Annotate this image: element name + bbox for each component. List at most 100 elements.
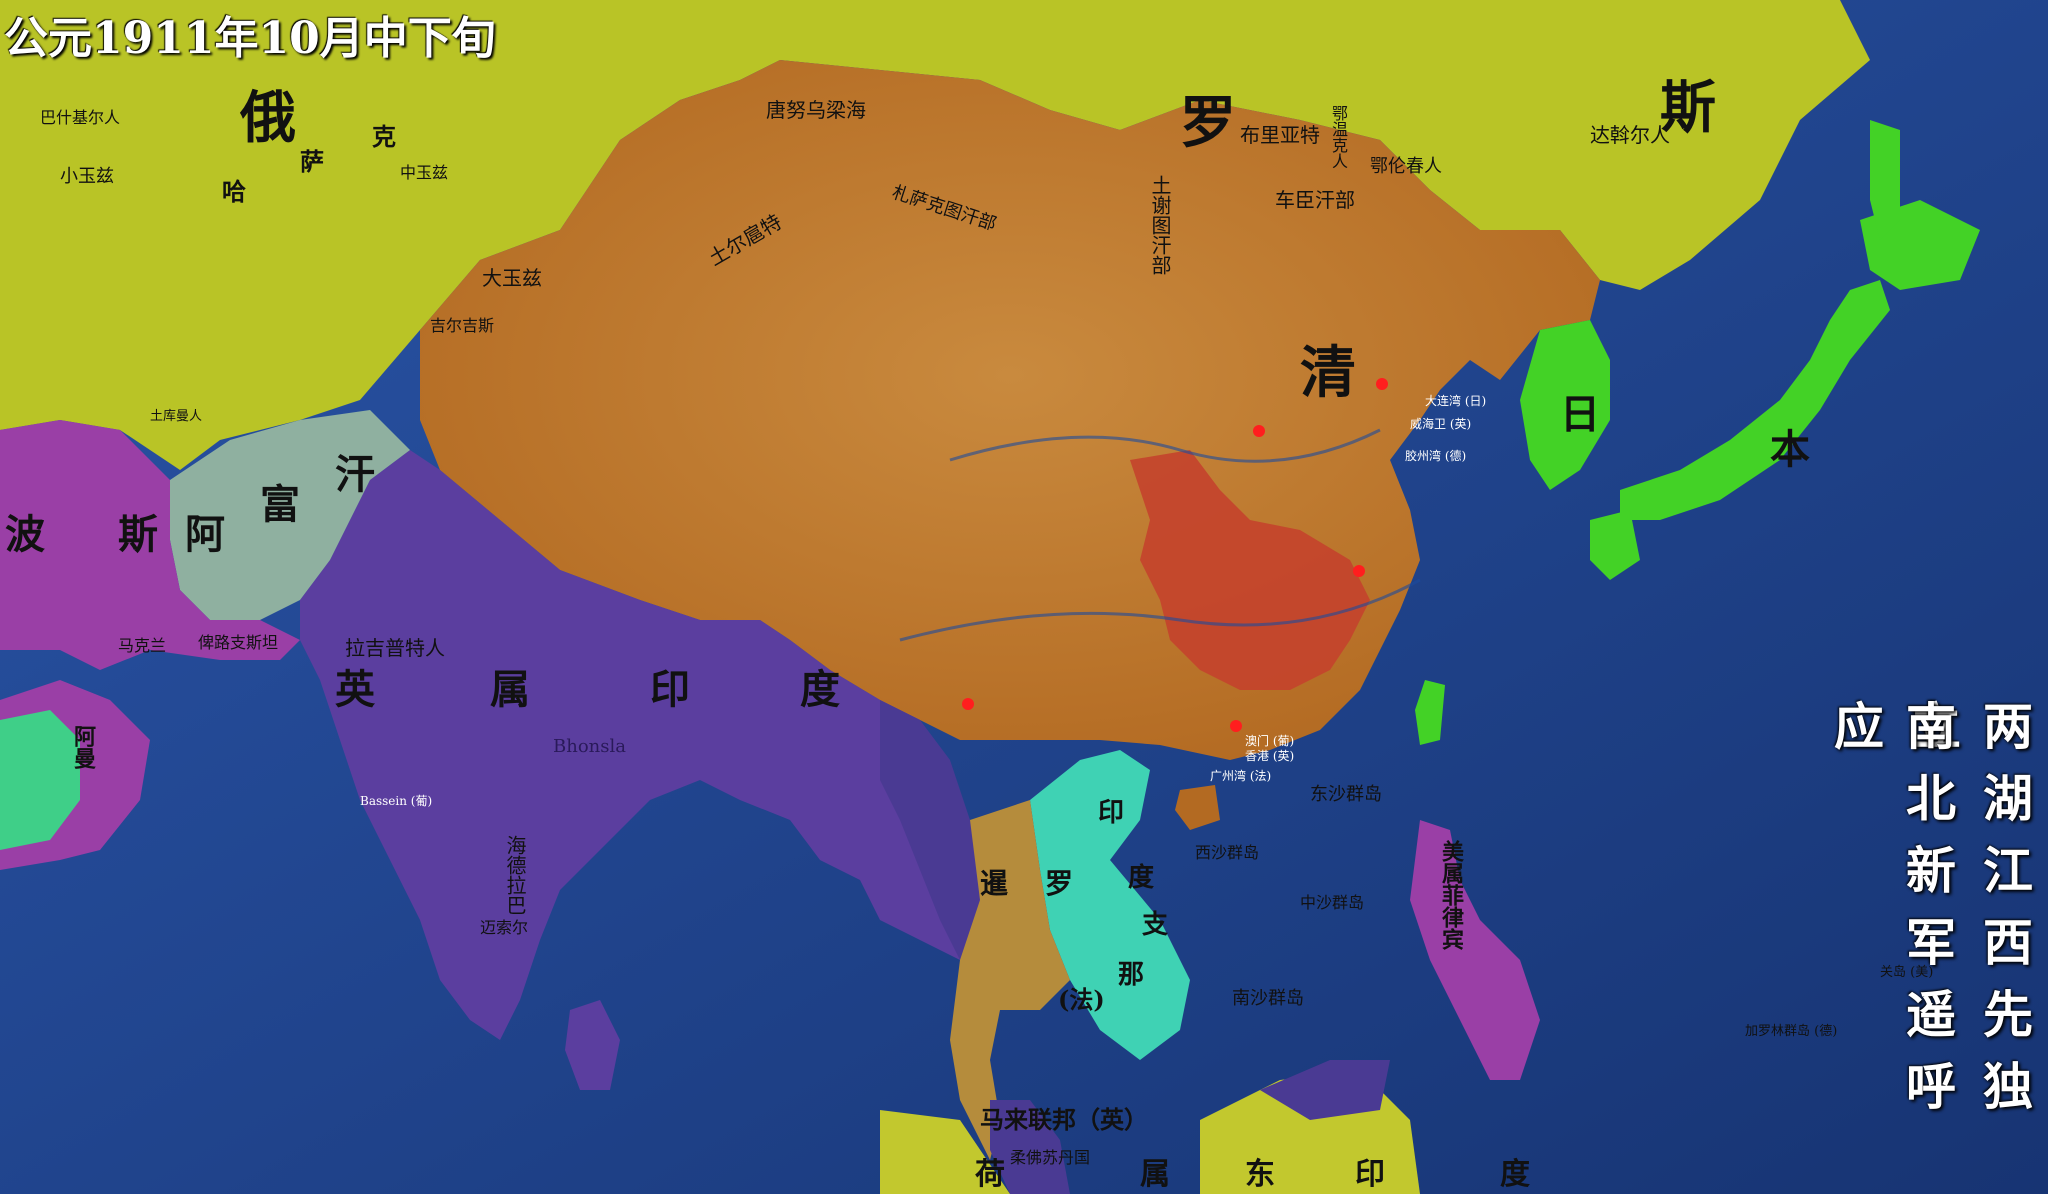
- region-kyushu: [1590, 510, 1640, 580]
- region-siam: [950, 800, 1070, 1160]
- label-japan-2: 本: [1770, 426, 1810, 473]
- label-indochina-5: (法): [1058, 985, 1105, 1014]
- region-ceylon: [565, 1000, 620, 1090]
- revolt-marker: [1376, 378, 1388, 390]
- map-title: 公元1911年10月中下旬: [4, 13, 496, 64]
- label-japan-1: 日: [1560, 391, 1600, 438]
- label-kyrgyz: 吉尔吉斯: [430, 316, 495, 335]
- label-persia-2: 斯: [118, 511, 158, 558]
- label-mysore: 迈索尔: [480, 918, 529, 937]
- label-afghan-2: 富: [260, 481, 300, 528]
- label-dei-2: 属: [1140, 1157, 1170, 1192]
- label-johor: 柔佛苏丹国: [1010, 1148, 1091, 1167]
- region-british-india: [300, 450, 980, 1040]
- label-middle-zhuz: 中玉兹: [400, 163, 449, 182]
- label-daur: 达斡尔人: [1590, 123, 1670, 147]
- label-india-2: 属: [490, 666, 530, 713]
- region-arabia: [0, 710, 80, 850]
- label-little-zhuz: 小玉兹: [60, 166, 114, 187]
- label-phil-4: 律: [1438, 906, 1464, 928]
- label-india-3: 印: [650, 666, 690, 713]
- region-korea: [1520, 320, 1610, 490]
- label-siam-2: 罗: [1045, 867, 1074, 900]
- side-caption: 两湖江西先独立 南北新军遥呼应: [1826, 700, 2048, 1194]
- label-macclesfield: 中沙群岛: [1300, 893, 1365, 912]
- label-dalian: 大连湾 (日): [1425, 394, 1487, 408]
- region-philippines: [1410, 820, 1540, 1080]
- label-phil-2: 属: [1438, 862, 1464, 884]
- label-paracel: 西沙群岛: [1195, 843, 1260, 862]
- region-sabah: [1260, 1060, 1390, 1120]
- region-burma: [880, 700, 990, 960]
- label-pratas: 东沙群岛: [1310, 784, 1382, 805]
- label-russia-3: 斯: [1660, 75, 1716, 141]
- label-phil-3: 菲: [1438, 884, 1464, 906]
- label-macau: 澳门 (葡): [1245, 734, 1295, 748]
- region-afghanistan: [170, 410, 410, 620]
- region-russia: [0, 0, 1870, 470]
- label-hongkong: 香港 (英): [1245, 749, 1295, 763]
- region-persia: [0, 420, 300, 670]
- label-makran: 马克兰: [118, 636, 167, 655]
- label-caroline: 加罗林群岛 (德): [1745, 1024, 1838, 1039]
- label-indochina-1: 印: [1098, 798, 1125, 828]
- label-kazakh-3: 克: [372, 122, 396, 151]
- region-revolt: [1130, 450, 1370, 690]
- label-dei-3: 东: [1245, 1157, 1275, 1192]
- label-guam: 关岛 (美): [1880, 965, 1934, 980]
- yangtze-river: [899, 578, 1421, 642]
- label-bashkir: 巴什基尔人: [40, 108, 121, 127]
- label-persia-1: 波: [5, 511, 45, 558]
- label-russia-1: 俄: [240, 85, 296, 151]
- region-japan: [1620, 280, 1890, 520]
- label-phil-1: 美: [1438, 840, 1464, 862]
- label-oroqen: 鄂伦春人: [1370, 156, 1442, 177]
- label-afghan-1: 阿: [185, 511, 225, 558]
- label-weihaiwei: 威海卫 (英): [1410, 417, 1472, 431]
- label-jiaozhou: 胶州湾 (德): [1405, 449, 1467, 463]
- label-philippines: 美属菲律宾: [1438, 840, 1464, 950]
- region-taiwan: [1415, 680, 1445, 745]
- region-indochina: [1030, 750, 1190, 1060]
- label-phil-5: 宾: [1438, 928, 1464, 950]
- label-bhonsla: Bhonsla: [553, 736, 626, 757]
- label-siam-1: 暹: [980, 867, 1009, 900]
- side-caption-line-1: 两湖江西先独立: [1903, 700, 2033, 1132]
- label-great-zhuz: 大玉兹: [482, 266, 542, 290]
- label-bassein: Bassein (葡): [360, 794, 433, 808]
- label-kazakh-1: 哈: [222, 177, 246, 206]
- label-rajput: 拉吉普特人: [345, 636, 445, 660]
- label-dei-5: 度: [1500, 1157, 1530, 1192]
- label-kazakh-2: 萨: [300, 147, 324, 176]
- label-indochina-2: 度: [1128, 863, 1155, 893]
- region-malaya: [990, 1100, 1070, 1194]
- label-evenki: 鄂温克人: [1329, 105, 1348, 169]
- side-caption-line-2: 南北新军遥呼应: [1826, 700, 1956, 1132]
- revolt-marker: [1353, 565, 1365, 577]
- label-baluchistan: 俾路支斯坦: [198, 633, 279, 652]
- label-tannu-uriankhai: 唐努乌梁海: [766, 98, 866, 122]
- label-guangzhouwan: 广州湾 (法): [1210, 769, 1272, 783]
- region-dutch-east-indies: [880, 1110, 1010, 1194]
- label-setsen-khan: 车臣汗部: [1275, 188, 1355, 212]
- label-turkmen: 土库曼人: [150, 409, 203, 424]
- label-afghan-3: 汗: [335, 451, 375, 498]
- region-hainan: [1175, 785, 1220, 830]
- revolt-marker: [1253, 425, 1265, 437]
- label-qing: 清: [1300, 340, 1356, 406]
- label-dei-4: 印: [1355, 1157, 1385, 1192]
- label-spratly: 南沙群岛: [1232, 988, 1304, 1009]
- label-tushetu-khan: 土谢图汗部: [1148, 175, 1172, 275]
- label-india-1: 英: [335, 666, 375, 713]
- label-indochina-3: 支: [1142, 910, 1169, 940]
- label-indochina-4: 那: [1118, 960, 1145, 990]
- label-russia-2: 罗: [1180, 90, 1236, 156]
- label-oman: 阿曼: [70, 725, 96, 769]
- label-buryat: 布里亚特: [1240, 123, 1320, 147]
- revolt-marker: [1230, 720, 1242, 732]
- revolt-marker: [962, 698, 974, 710]
- yellow-river: [949, 428, 1381, 463]
- label-dei-1: 荷: [975, 1157, 1005, 1192]
- label-malay: 马来联邦（英）: [980, 1105, 1148, 1134]
